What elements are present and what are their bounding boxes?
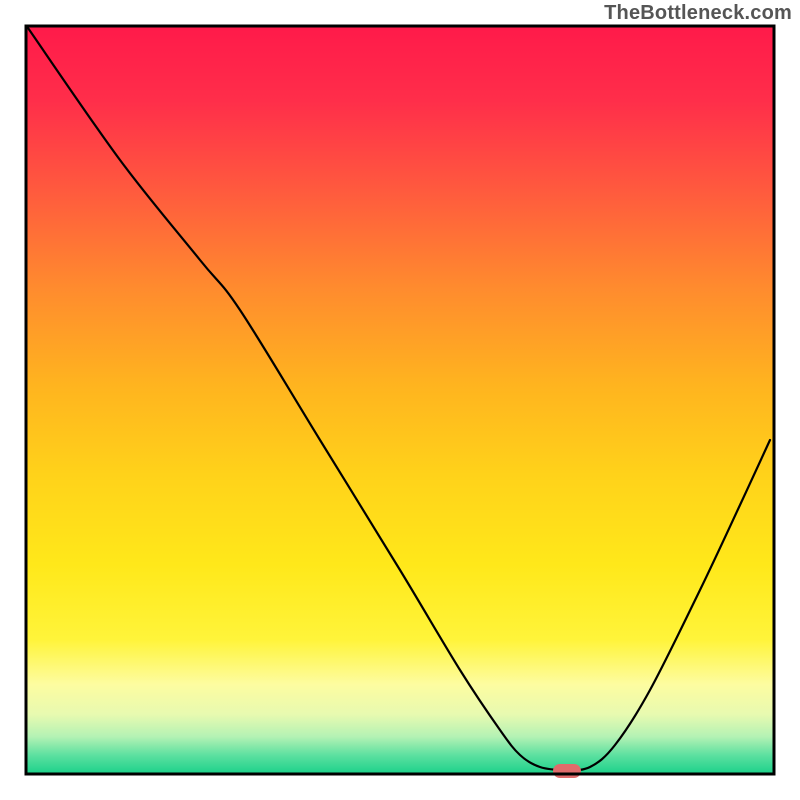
- chart-container: TheBottleneck.com: [0, 0, 800, 800]
- watermark-text: TheBottleneck.com: [604, 2, 792, 25]
- optimal-marker: [553, 764, 581, 778]
- gradient-background: [26, 26, 774, 774]
- bottleneck-chart: [0, 0, 800, 800]
- plot-area: [26, 26, 774, 778]
